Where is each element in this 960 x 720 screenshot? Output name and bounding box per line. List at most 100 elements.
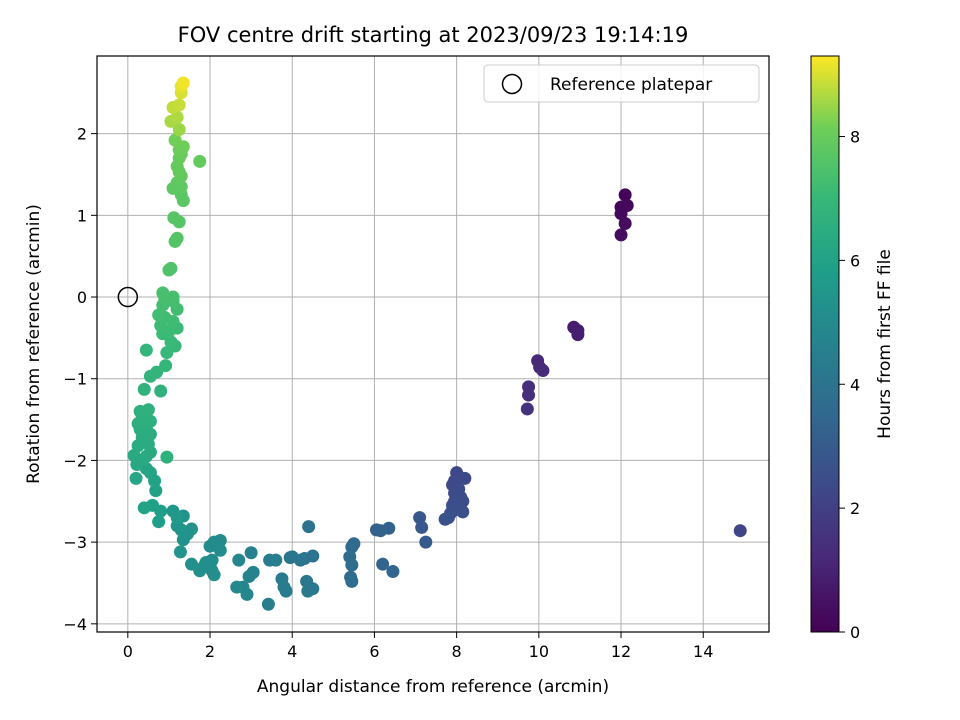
data-point — [176, 76, 190, 90]
data-point — [172, 215, 186, 229]
data-point — [413, 511, 427, 525]
colorbar-tick-label: 8 — [850, 128, 860, 147]
data-point — [520, 402, 534, 416]
data-point — [127, 449, 141, 463]
x-axis-ticks: 0 2 4 6 8 10 12 14 — [123, 632, 713, 661]
data-point — [170, 511, 184, 525]
data-point — [283, 551, 297, 565]
data-point — [154, 384, 168, 398]
y-tick-label: −2 — [63, 451, 87, 470]
x-tick-label: 14 — [693, 642, 713, 661]
data-point — [345, 574, 359, 588]
colorbar: 0 2 4 6 8 Hours from first FF file — [810, 55, 895, 642]
data-point — [213, 543, 227, 557]
colorbar-gradient — [810, 55, 840, 633]
data-points — [127, 76, 747, 611]
data-point — [536, 364, 550, 378]
x-axis-label: Angular distance from reference (arcmin) — [257, 677, 609, 697]
data-point — [230, 580, 244, 594]
chart-title: FOV centre drift starting at 2023/09/23 … — [178, 23, 689, 47]
x-tick-label: 6 — [369, 642, 379, 661]
data-point — [176, 533, 190, 547]
data-point — [456, 505, 470, 519]
data-point — [618, 188, 632, 202]
colorbar-label: Hours from first FF file — [875, 249, 895, 439]
data-point — [164, 335, 178, 349]
y-tick-label: 1 — [77, 206, 87, 225]
data-point — [152, 308, 166, 322]
data-point — [232, 553, 246, 567]
data-point — [139, 343, 153, 357]
data-point — [150, 365, 164, 379]
reference-marker-group — [117, 286, 139, 308]
data-point — [419, 535, 433, 549]
data-point — [170, 110, 184, 124]
data-point — [152, 515, 166, 529]
data-point — [160, 346, 174, 360]
data-point — [141, 403, 155, 417]
data-point — [614, 228, 628, 242]
legend: Reference platepar — [483, 64, 760, 103]
data-point — [242, 569, 256, 583]
y-axis-ticks: −4 −3 −2 −1 0 1 2 — [63, 125, 97, 634]
data-point — [415, 520, 429, 534]
data-point — [458, 471, 472, 485]
data-point — [156, 286, 170, 300]
data-point — [137, 501, 151, 515]
data-point — [159, 359, 173, 373]
data-point — [382, 521, 396, 535]
legend-entry-reference: Reference platepar — [550, 75, 712, 95]
data-point — [376, 557, 390, 571]
colorbar-tick-label: 6 — [850, 251, 860, 270]
x-tick-label: 10 — [529, 642, 549, 661]
y-tick-label: −1 — [63, 370, 87, 389]
y-tick-label: 2 — [77, 125, 87, 144]
x-tick-label: 8 — [452, 642, 462, 661]
data-point — [302, 520, 316, 534]
colorbar-tick-label: 0 — [850, 623, 860, 642]
y-tick-label: −4 — [63, 615, 87, 634]
legend-box — [483, 64, 760, 103]
data-point — [269, 553, 283, 567]
data-point — [733, 524, 747, 538]
colorbar-ticks: 0 2 4 6 8 — [839, 128, 860, 642]
data-point — [193, 154, 207, 168]
data-point — [162, 263, 176, 277]
data-point — [279, 584, 293, 598]
colorbar-tick-label: 4 — [850, 375, 860, 394]
x-tick-label: 12 — [611, 642, 631, 661]
data-point — [172, 123, 186, 137]
plot-frame — [96, 55, 770, 633]
data-point — [345, 558, 359, 572]
colorbar-tick-label: 2 — [850, 499, 860, 518]
y-tick-label: 0 — [77, 288, 87, 307]
x-tick-label: 0 — [123, 642, 133, 661]
data-point — [168, 133, 182, 147]
x-tick-label: 4 — [287, 642, 297, 661]
data-point — [149, 484, 163, 498]
data-point — [207, 568, 221, 582]
reference-platepar-marker — [117, 286, 139, 308]
data-point — [166, 290, 180, 304]
data-point — [386, 565, 400, 579]
data-point — [170, 231, 184, 245]
y-axis-label: Rotation from reference (arcmin) — [24, 204, 44, 484]
data-point — [618, 216, 632, 230]
data-point — [137, 382, 151, 396]
data-point — [244, 546, 258, 560]
grid — [97, 56, 769, 632]
data-point — [345, 540, 359, 554]
data-point — [571, 328, 585, 342]
data-point — [185, 557, 199, 571]
legend-reference-marker — [501, 73, 523, 95]
data-point — [240, 587, 254, 601]
data-point — [301, 584, 315, 598]
data-point — [522, 388, 536, 402]
data-point — [160, 450, 174, 464]
y-tick-label: −3 — [63, 533, 87, 552]
x-tick-label: 2 — [205, 642, 215, 661]
data-point — [261, 597, 275, 611]
data-point — [203, 539, 217, 553]
